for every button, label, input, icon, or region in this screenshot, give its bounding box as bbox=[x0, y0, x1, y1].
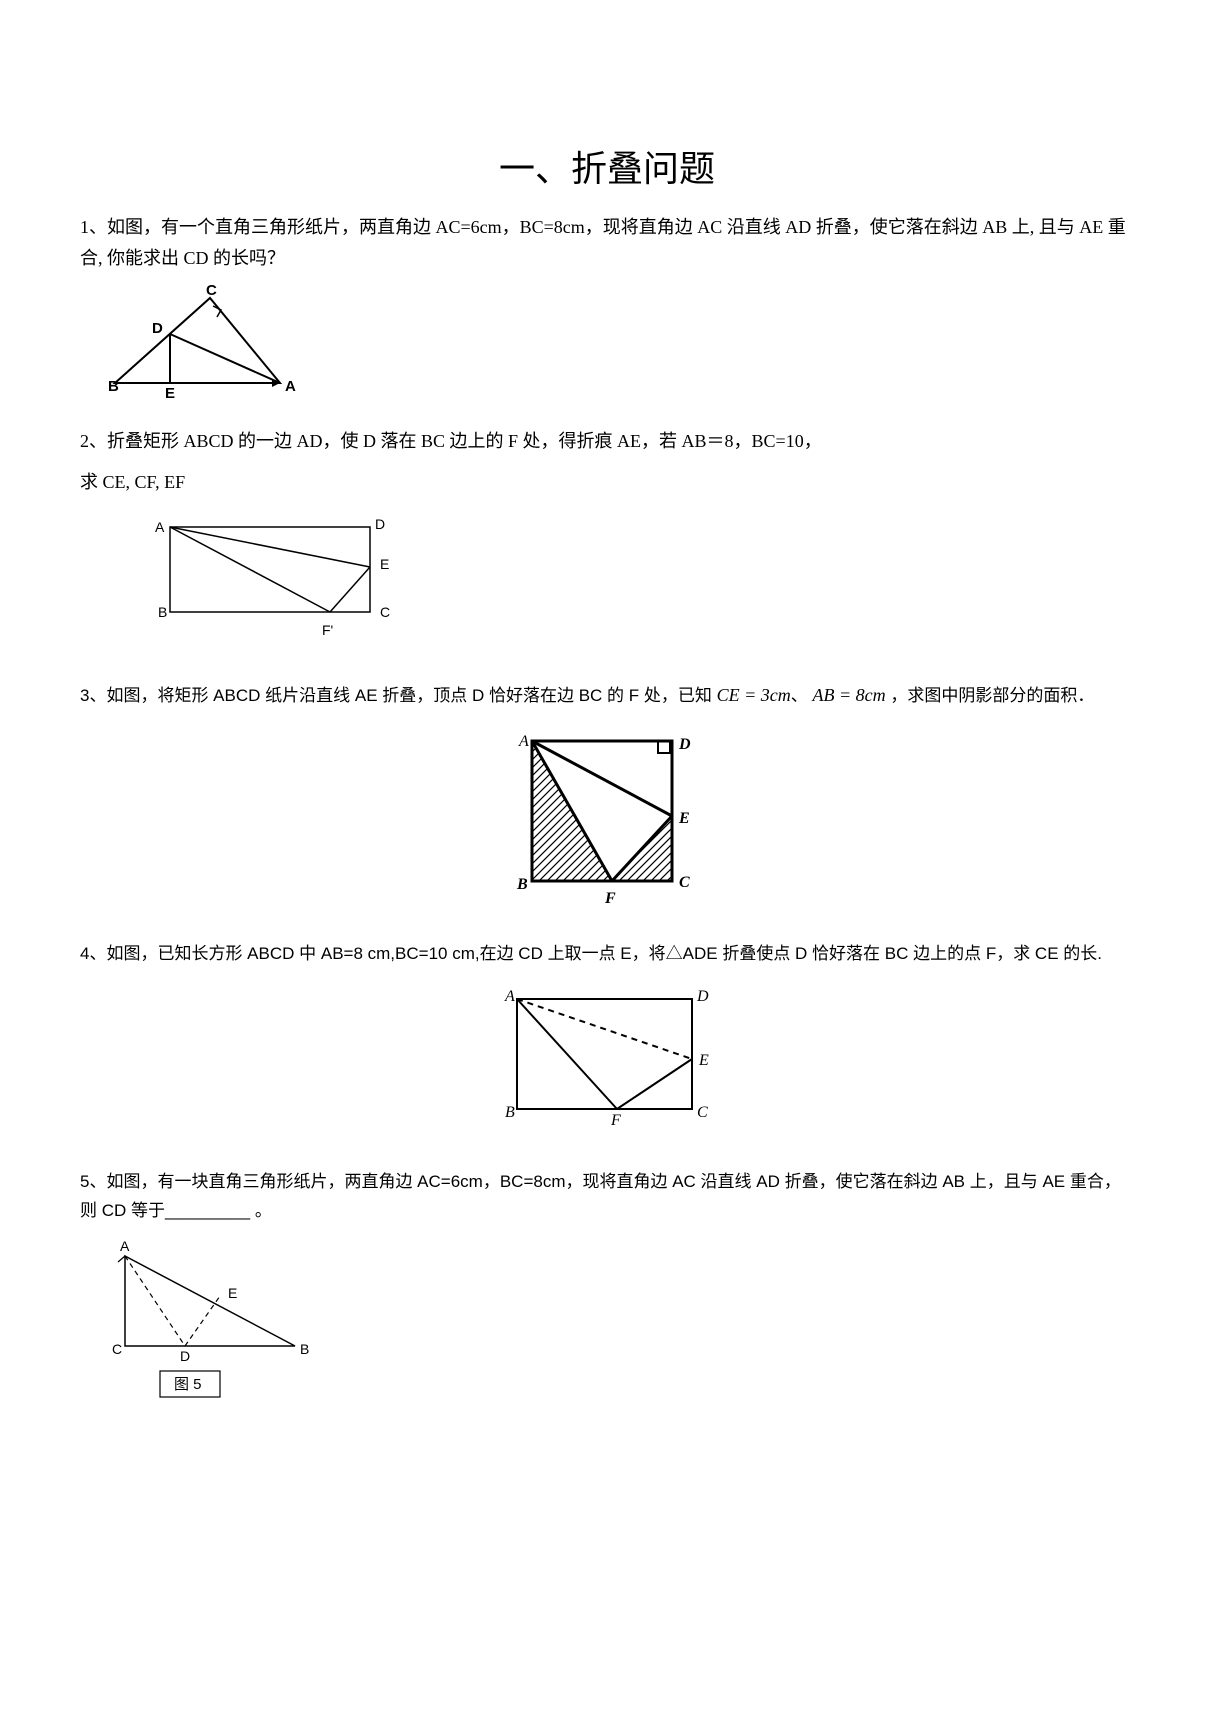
problem-2-text-2: 求 CE, CF, EF bbox=[80, 467, 1134, 498]
fig5-label-D: D bbox=[180, 1348, 190, 1364]
fig3-label-E: E bbox=[678, 810, 690, 827]
fig1-label-D: D bbox=[152, 320, 163, 337]
problem-1-text: 1、如图，有一个直角三角形纸片，两直角边 AC=6cm，BC=8cm，现将直角边… bbox=[80, 212, 1134, 273]
fig2-label-B: B bbox=[158, 604, 167, 620]
problem-2-text-1: 2、折叠矩形 ABCD 的一边 AD，使 D 落在 BC 边上的 F 处，得折痕… bbox=[80, 426, 1134, 457]
fig1-label-C: C bbox=[206, 283, 217, 299]
p3-comma: 、 bbox=[791, 686, 808, 705]
fig2-label-A: A bbox=[155, 519, 165, 535]
fig1-label-B: B bbox=[108, 378, 119, 395]
fig5-label-E: E bbox=[228, 1285, 237, 1301]
p3-eq2: AB = 8cm bbox=[812, 685, 885, 705]
fig4-label-F: F bbox=[610, 1112, 621, 1129]
fig4-label-B: B bbox=[505, 1104, 515, 1121]
fig3-label-A: A bbox=[518, 733, 529, 750]
fig4-label-A: A bbox=[504, 988, 515, 1005]
figure-1: B E A C D bbox=[100, 283, 1134, 408]
fig2-label-D: D bbox=[375, 516, 385, 532]
fig5-caption: 图 5 bbox=[174, 1376, 202, 1393]
fig3-label-B: B bbox=[516, 876, 528, 893]
p3-part-b: ，求图中阴影部分的面积． bbox=[890, 686, 1094, 705]
fig5-label-A: A bbox=[120, 1238, 130, 1254]
fig4-label-E: E bbox=[698, 1052, 709, 1069]
problem-5-text: 5、如图，有一块直角三角形纸片，两直角边 AC=6cm，BC=8cm，现将直角边… bbox=[80, 1168, 1134, 1226]
p4-body: 4、如图，已知长方形 ABCD 中 AB=8 cm,BC=10 cm,在边 CD… bbox=[80, 944, 1102, 963]
figure-5: A C B D E 图 5 bbox=[100, 1236, 1134, 1411]
problem-4-text: 4、如图，已知长方形 ABCD 中 AB=8 cm,BC=10 cm,在边 CD… bbox=[80, 940, 1134, 969]
fig3-label-C: C bbox=[679, 874, 690, 891]
figure-3: A D B C E F bbox=[80, 721, 1134, 916]
p3-eq1: CE = 3cm bbox=[717, 685, 791, 705]
fig1-label-A: A bbox=[285, 378, 296, 395]
fig5-label-B: B bbox=[300, 1341, 309, 1357]
fig3-label-F: F bbox=[604, 890, 616, 907]
page-title: 一、折叠问题 bbox=[80, 140, 1134, 192]
fig4-label-C: C bbox=[697, 1104, 708, 1121]
fig2-label-C: C bbox=[380, 604, 390, 620]
fig2-label-F: F' bbox=[322, 622, 333, 638]
fig1-label-E: E bbox=[165, 385, 175, 402]
problem-3-text: 3、如图，将矩形 ABCD 纸片沿直线 AE 折叠，顶点 D 恰好落在边 BC … bbox=[80, 680, 1134, 711]
fig3-label-D: D bbox=[678, 736, 691, 753]
fig5-label-C: C bbox=[112, 1341, 122, 1357]
p3-part-a: 3、如图，将矩形 ABCD 纸片沿直线 AE 折叠，顶点 D 恰好落在边 BC … bbox=[80, 686, 712, 705]
fig4-label-D: D bbox=[696, 988, 709, 1005]
figure-4: A D B C E F bbox=[80, 979, 1134, 1144]
figure-2: A D B C E F' bbox=[140, 507, 1134, 662]
fig2-label-E: E bbox=[380, 556, 389, 572]
